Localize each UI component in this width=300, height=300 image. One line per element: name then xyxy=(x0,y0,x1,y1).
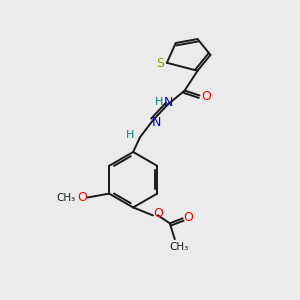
Text: H: H xyxy=(155,98,163,107)
Text: N: N xyxy=(152,116,162,129)
Text: CH₃: CH₃ xyxy=(56,193,75,202)
Text: N: N xyxy=(164,96,173,109)
Text: O: O xyxy=(184,211,194,224)
Text: O: O xyxy=(202,90,212,103)
Text: CH₃: CH₃ xyxy=(169,242,188,252)
Text: O: O xyxy=(153,207,163,220)
Text: O: O xyxy=(77,191,87,204)
Text: H: H xyxy=(126,130,134,140)
Text: S: S xyxy=(156,57,164,70)
